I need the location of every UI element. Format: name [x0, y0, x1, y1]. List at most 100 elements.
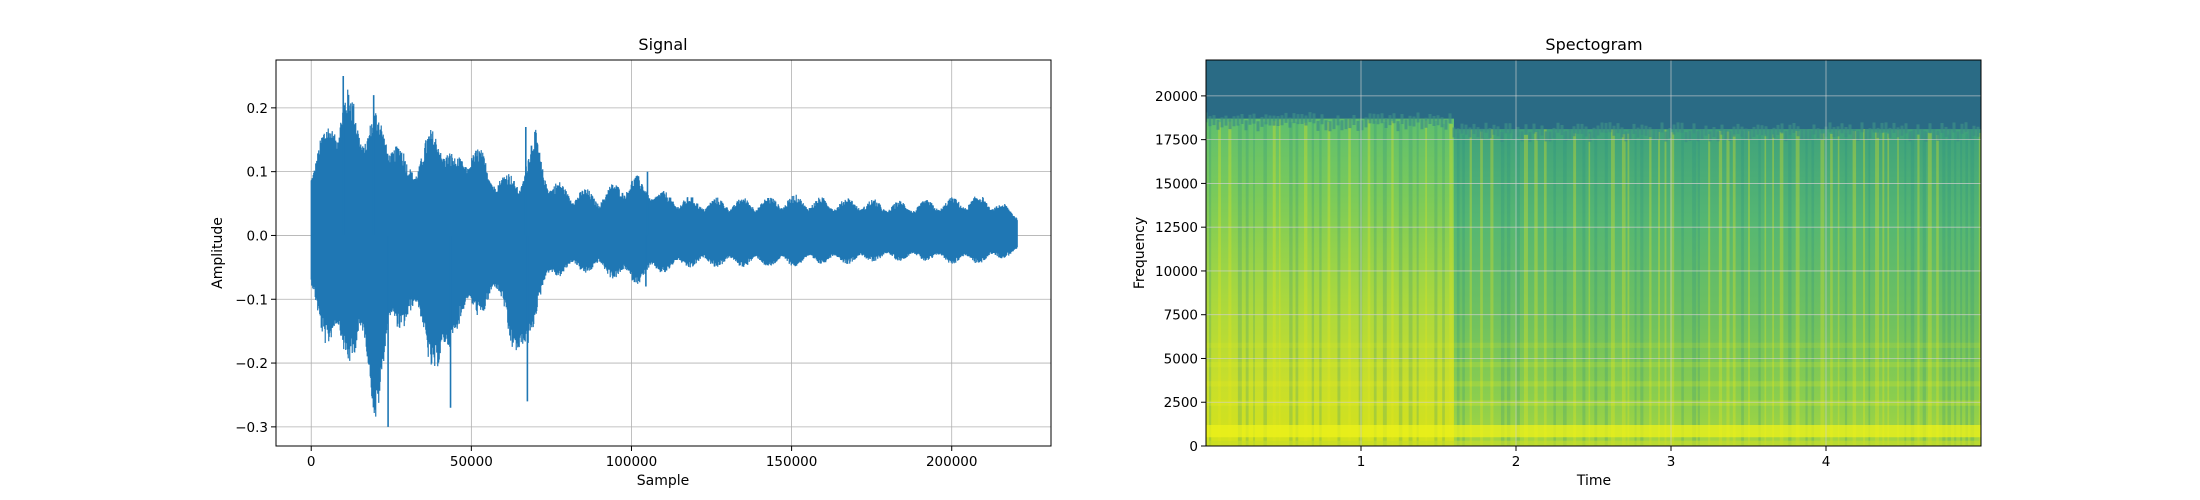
spectrogram-streak — [1970, 129, 1975, 446]
spectrogram-streak — [1209, 119, 1212, 446]
spectrogram-streak — [1263, 121, 1267, 446]
spectrogram-x-tick-label: 1 — [1357, 454, 1366, 470]
spectrogram-streak — [1327, 122, 1331, 446]
spectrogram-harmonic-band — [1206, 361, 1981, 368]
spectrogram-energy-early — [1206, 118, 1454, 446]
spectrogram-energy-late — [1454, 129, 1981, 446]
spectrogram-x-ticks: 1 2 3 4 — [1357, 446, 1831, 470]
spectrogram-streak — [1523, 134, 1528, 446]
spectrogram-y-tick-label: 20000 — [1155, 89, 1198, 105]
spectrogram-streak — [1543, 129, 1547, 446]
spectrogram-axes-frame — [1205, 59, 1982, 447]
spectrogram-streak — [1692, 129, 1697, 446]
spectrogram-streak — [1954, 130, 1957, 446]
signal-waveform — [310, 75, 1018, 427]
spectrogram-streak — [1563, 131, 1567, 446]
spectrogram-streak — [1820, 133, 1825, 446]
spectrogram-streak — [1228, 121, 1232, 446]
spectrogram-streak — [1741, 131, 1744, 446]
spectrogram-lowest-band — [1206, 440, 1981, 446]
spectrogram-streak — [1237, 124, 1242, 446]
signal-x-ticks: 0 50000 100000 150000 200000 — [307, 446, 978, 470]
spectrogram-y-ticks: 0 2500 5000 7500 10000 12500 15000 17500 20000 — [1155, 89, 1206, 455]
spectrogram-streak — [1936, 135, 1939, 446]
spectrogram-streak — [1726, 131, 1730, 446]
spectrogram-streak — [1506, 132, 1511, 446]
spectrogram-title: Spectogram — [1545, 35, 1642, 54]
spectrogram-y-tick-label: 2500 — [1164, 395, 1198, 411]
signal-title: Signal — [638, 35, 687, 54]
spectrogram-streak — [1942, 130, 1946, 446]
spectrogram-streak — [1904, 129, 1907, 446]
spectrogram-streak — [1304, 122, 1308, 446]
spectrogram-y-tick-label: 7500 — [1164, 308, 1198, 324]
spectrogram-harmonic-band — [1206, 342, 1981, 348]
spectrogram-streak — [1434, 121, 1438, 446]
spectrogram-y-tick-label: 17500 — [1155, 133, 1198, 149]
spectrogram-streak — [1649, 129, 1652, 446]
spectrogram-streak — [1311, 119, 1315, 446]
spectrogram-streak — [1627, 133, 1630, 446]
spectrogram-streak — [1960, 130, 1963, 446]
spectrogram-streak — [1875, 132, 1880, 446]
spectrogram-streak — [1844, 133, 1848, 446]
spectrogram-streak — [1425, 120, 1427, 446]
spectrogram-streak — [1779, 132, 1784, 446]
spectrogram-ylabel: Frequency — [1132, 217, 1148, 289]
spectrogram-streak — [1573, 133, 1577, 446]
spectrogram-streak — [1670, 132, 1675, 446]
signal-y-ticks: −0.3 −0.2 −0.1 0.0 0.1 0.2 — [235, 101, 276, 436]
spectrogram-streak — [1965, 133, 1968, 446]
spectrogram-x-tick-label: 4 — [1822, 454, 1831, 470]
spectrogram-streak — [1917, 134, 1920, 446]
spectrogram-streak — [1588, 133, 1591, 446]
spectrogram-harmonic-band — [1206, 424, 1981, 438]
spectrogram-streak — [1852, 131, 1857, 446]
spectrogram-streak — [1218, 122, 1221, 446]
spectrogram-streak — [1788, 129, 1792, 446]
spectrogram-streak — [1462, 134, 1465, 446]
spectrogram-streak — [1830, 133, 1833, 446]
spectrogram-streak — [1348, 118, 1351, 446]
signal-x-tick-label: 200000 — [926, 454, 978, 470]
spectrogram-streak — [1805, 131, 1808, 446]
signal-line — [310, 89, 1018, 417]
spectrogram-streak — [1289, 121, 1293, 446]
spectrogram-y-tick-label: 10000 — [1155, 264, 1198, 280]
spectrogram-harmonic-band — [1206, 381, 1981, 387]
signal-y-tick-label: −0.2 — [235, 356, 268, 372]
spectrogram-streak — [1253, 120, 1255, 446]
spectrogram-streak — [1732, 134, 1736, 446]
spectrogram-streak — [1697, 129, 1700, 446]
spectrogram-streak — [1408, 119, 1413, 446]
spectrogram-streak — [1837, 130, 1840, 446]
spectrogram-streak — [1795, 131, 1800, 446]
spectrogram-cutoff-edge — [1206, 112, 1980, 143]
spectrogram-streak — [1811, 130, 1815, 446]
spectrogram-grid — [1206, 60, 1981, 447]
spectrogram-streak — [1337, 121, 1341, 446]
signal-y-tick-label: 0.0 — [247, 228, 268, 244]
signal-y-tick-label: 0.1 — [247, 165, 268, 181]
spectrogram-streak — [1978, 132, 1981, 446]
signal-axes-frame — [275, 59, 1052, 447]
spectrogram-streak — [1516, 131, 1520, 446]
spectrogram-streak — [1553, 132, 1556, 446]
spectrogram-streak — [1469, 129, 1472, 446]
signal-x-tick-label: 50000 — [450, 454, 493, 470]
spectrogram-streak — [1373, 120, 1377, 446]
signal-ylabel: Amplitude — [210, 217, 226, 289]
spectrogram-streak — [1634, 130, 1637, 446]
spectrogram-y-tick-label: 15000 — [1155, 176, 1198, 192]
spectrogram-streak — [1319, 119, 1322, 446]
spectrogram-streak — [1868, 131, 1871, 446]
spectrogram-streak — [1382, 122, 1387, 446]
signal-x-tick-label: 100000 — [606, 454, 658, 470]
spectrogram-streak — [1922, 130, 1926, 446]
spectrogram-y-tick-label: 0 — [1189, 439, 1198, 455]
spectrogram-x-tick-label: 2 — [1512, 454, 1521, 470]
spectrogram-streak — [1456, 133, 1460, 446]
spectrogram-streak — [1391, 121, 1394, 446]
spectrogram-streak — [1910, 130, 1915, 446]
signal-y-tick-label: 0.2 — [247, 101, 268, 117]
